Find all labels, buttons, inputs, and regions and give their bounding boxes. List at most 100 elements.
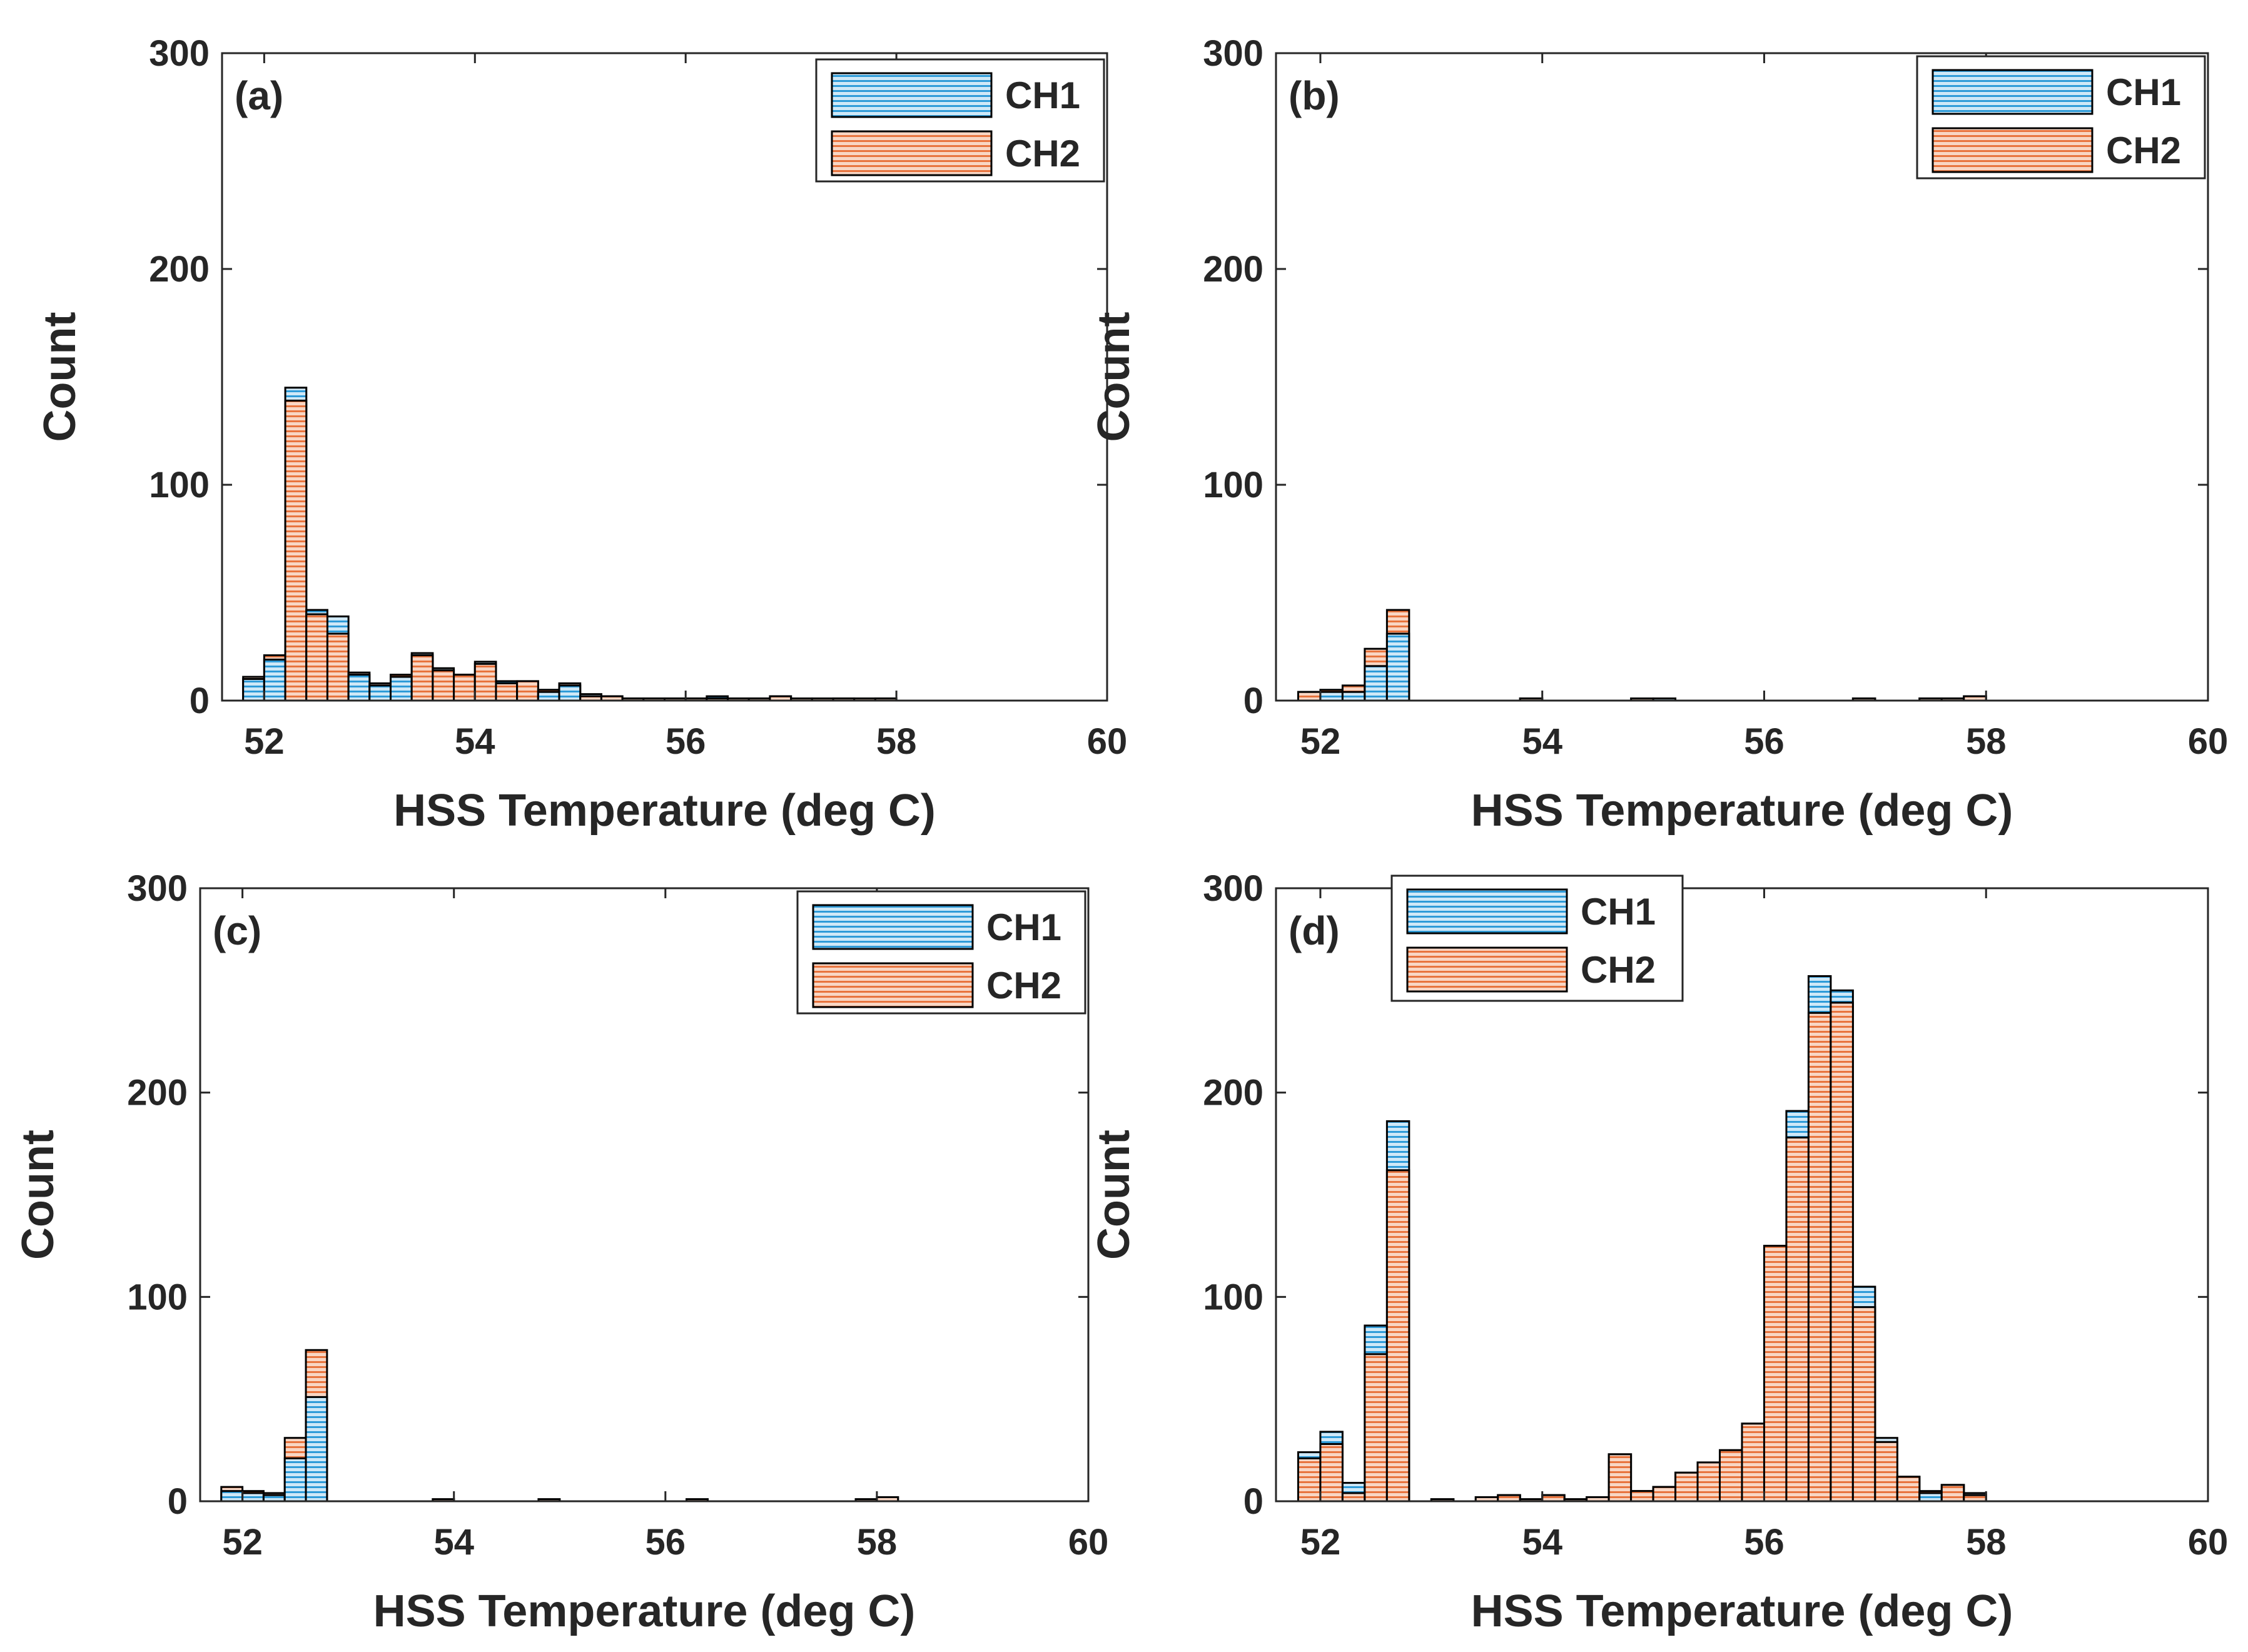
y-axis-label: Count	[35, 312, 85, 442]
y-tick-label: 200	[149, 249, 210, 290]
y-tick-label: 200	[127, 1073, 188, 1113]
bar-ch2	[1719, 1449, 1743, 1503]
bar-ch2	[1297, 1457, 1322, 1503]
bar-ch2	[1830, 1001, 1854, 1503]
bar-ch1	[220, 1490, 244, 1503]
bar-ch2	[1674, 1471, 1699, 1503]
panel-label: (c)	[213, 908, 261, 953]
x-tick-label: 58	[857, 1522, 898, 1563]
legend-label-ch1: CH1	[1581, 891, 1656, 933]
bar-ch1	[1341, 691, 1366, 702]
y-tick-label: 0	[1243, 1481, 1263, 1522]
legend-swatch-ch1	[1406, 888, 1568, 935]
y-axis-label: Count	[13, 1130, 63, 1260]
axes-frame	[221, 52, 1108, 702]
x-tick-label: 56	[1744, 1522, 1785, 1563]
legend-label-ch2: CH2	[1005, 133, 1080, 175]
chart-panel: 52 54 56 58 60 0 100 200 300 HSS Temperature (deg…	[1089, 868, 2228, 1636]
y-tick-label: 100	[127, 1277, 188, 1317]
y-tick-label: 200	[1203, 249, 1263, 290]
bar-ch1	[1918, 1492, 1943, 1503]
bars-group	[242, 387, 898, 702]
y-tick-label: 300	[127, 868, 188, 909]
bar-ch2	[284, 399, 308, 702]
y-tick-label: 300	[149, 33, 210, 74]
bar-ch2	[1364, 1353, 1388, 1503]
legend-label-ch1: CH1	[1005, 74, 1080, 116]
bar-ch1	[241, 1492, 265, 1503]
x-axis-label: HSS Temperature (deg C)	[393, 786, 936, 836]
chart-panel: 52 54 56 58 60 0 100 200 300 HSS Temperature (deg…	[13, 868, 1108, 1636]
legend-swatch-ch2	[812, 962, 974, 1008]
x-tick-label: 56	[666, 721, 706, 762]
x-tick-label: 52	[244, 721, 285, 762]
x-tick-label: 54	[1522, 1522, 1562, 1563]
x-tick-label: 60	[2188, 1522, 2229, 1563]
bar-ch2	[453, 674, 476, 702]
bar-ch1	[263, 658, 286, 702]
bar-ch2	[1297, 691, 1322, 702]
bar-ch2	[1385, 1169, 1410, 1503]
bar-ch2	[1851, 1306, 1876, 1503]
legend-swatch-ch2	[1932, 127, 2094, 173]
legend-swatch-ch2	[831, 130, 993, 176]
x-tick-label: 60	[2188, 721, 2229, 762]
bar-ch1	[537, 691, 560, 702]
bar-ch2	[1940, 1484, 1965, 1503]
bar-ch2	[1785, 1137, 1810, 1503]
bar-ch2	[1319, 1443, 1344, 1503]
legend-label-ch2: CH2	[986, 965, 1061, 1006]
chart-panel: 52 54 56 58 60 0 100 200 300 HSS Temperature (deg…	[1089, 33, 2228, 836]
panel-label: (d)	[1289, 908, 1340, 953]
x-tick-label: 52	[222, 1522, 263, 1563]
y-axis-label: Count	[1089, 312, 1139, 442]
bar-ch2	[1763, 1245, 1788, 1503]
x-tick-label: 54	[455, 721, 495, 762]
y-axis-label: Count	[1089, 1130, 1139, 1260]
x-tick-label: 58	[1966, 721, 2007, 762]
legend-label-ch2: CH2	[2106, 129, 2181, 171]
y-tick-label: 0	[1243, 681, 1263, 721]
x-tick-label: 56	[646, 1522, 686, 1563]
y-tick-label: 300	[1203, 33, 1263, 74]
bar-ch1	[368, 684, 392, 702]
y-tick-label: 0	[190, 681, 210, 721]
bar-ch2	[1341, 1492, 1366, 1503]
x-axis-label: HSS Temperature (deg C)	[1471, 1586, 2013, 1636]
legend-swatch-ch1	[831, 72, 993, 118]
legend-label-ch1: CH1	[2106, 71, 2181, 113]
x-tick-label: 52	[1300, 1522, 1341, 1563]
y-tick-label: 100	[1203, 465, 1263, 505]
bar-ch1	[283, 1457, 307, 1503]
bar-ch2	[1807, 1011, 1832, 1503]
legend-swatch-ch1	[1932, 69, 2094, 115]
bar-ch2	[1874, 1441, 1898, 1503]
x-tick-label: 60	[1087, 721, 1128, 762]
x-tick-label: 58	[876, 721, 917, 762]
bar-ch2	[1741, 1422, 1765, 1503]
axes-frame	[1275, 52, 2209, 702]
bars-group	[1297, 609, 1987, 702]
y-tick-label: 100	[1203, 1277, 1263, 1317]
legend-swatch-ch1	[812, 904, 974, 950]
bar-ch1	[242, 678, 265, 702]
bar-ch2	[1896, 1476, 1921, 1503]
legend-label-ch2: CH2	[1581, 949, 1656, 991]
x-tick-label: 52	[1300, 721, 1341, 762]
bars-group	[1297, 975, 1987, 1503]
bar-ch2	[1696, 1461, 1721, 1503]
bar-ch2	[1608, 1453, 1633, 1503]
bar-ch2	[516, 680, 539, 702]
x-tick-label: 58	[1966, 1522, 2007, 1563]
bar-ch1	[1319, 691, 1344, 702]
bar-ch2	[305, 613, 328, 702]
x-tick-label: 54	[1522, 721, 1562, 762]
bar-ch2	[1652, 1486, 1677, 1503]
bar-ch2	[495, 682, 519, 702]
bar-ch1	[558, 684, 582, 702]
y-tick-label: 300	[1203, 868, 1263, 909]
bar-ch1	[390, 676, 413, 702]
